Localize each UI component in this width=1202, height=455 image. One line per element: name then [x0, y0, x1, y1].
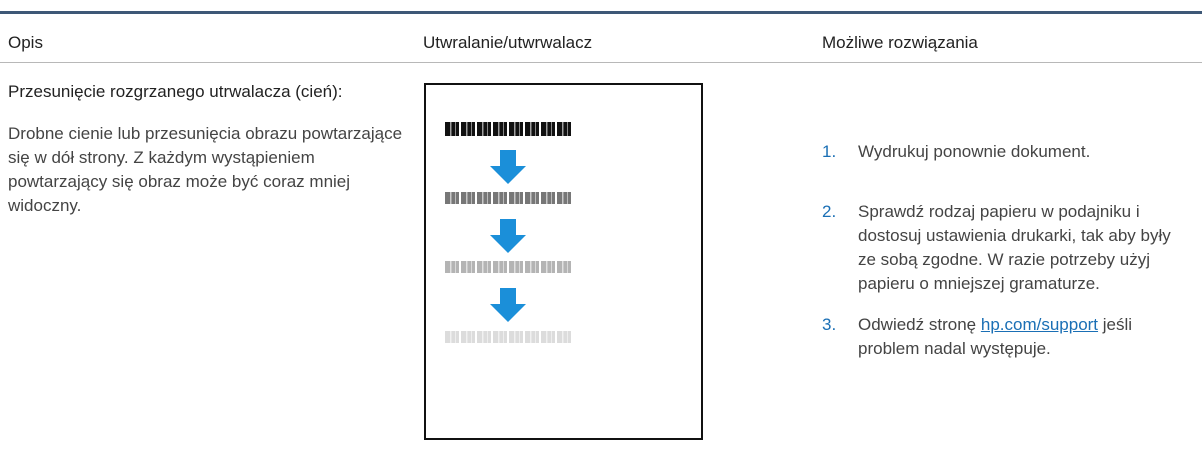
item-text: Odwiedź stronę hp.com/support jeśli prob…	[858, 313, 1188, 361]
text: jeśli problem nadal występuje.	[858, 315, 1133, 358]
support-link[interactable]: hp.com/support	[980, 315, 1099, 334]
defect-illustration	[424, 83, 703, 440]
row-title: Przesunięcie rozgrzanego utrwalacza (cie…	[8, 82, 343, 101]
column-header: Utwralanie/utwrwalacz	[423, 33, 593, 52]
table-header: Opis Utwralanie/utwrwalacz Możliwe rozwi…	[0, 14, 1202, 63]
item-number: 2.	[822, 202, 837, 221]
item-number: 1.	[822, 142, 837, 161]
item-text: Sprawdź rodzaj papieru w podajniku i dos…	[858, 202, 1171, 293]
row-description: Drobne cienie lub przesunięcia obrazu po…	[8, 124, 403, 215]
text: Odwiedź stronę	[858, 315, 977, 334]
item-text: Wydrukuj ponownie dokument.	[858, 142, 1091, 161]
item-number: 3.	[822, 315, 837, 334]
top-rule	[0, 11, 1202, 14]
column-header: Opis	[8, 33, 43, 52]
column-header: Możliwe rozwiązania	[822, 33, 978, 52]
